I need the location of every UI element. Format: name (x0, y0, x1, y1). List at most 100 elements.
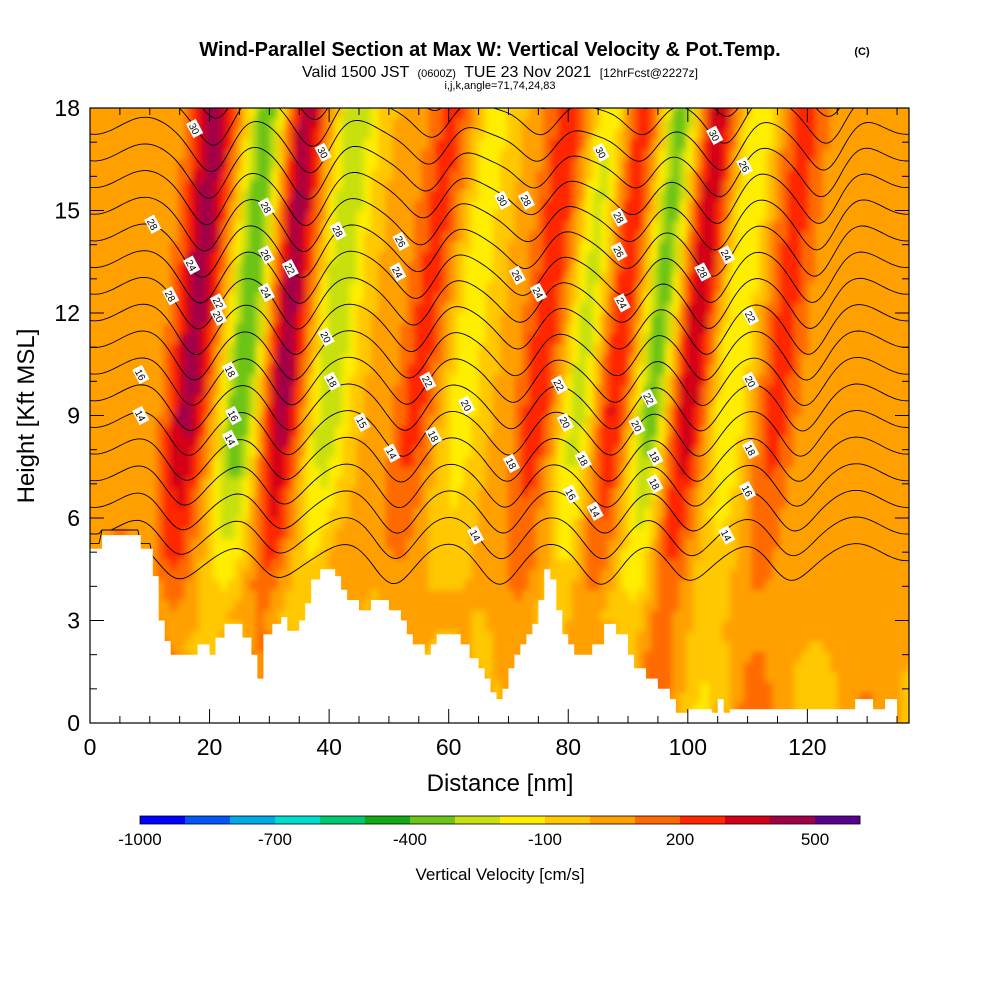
w-field-cell (148, 313, 157, 324)
w-field-cell (148, 518, 157, 529)
w-field-cell (457, 569, 465, 581)
w-field-cell (421, 364, 429, 375)
w-field-cell (492, 641, 501, 652)
w-field-cell (399, 210, 408, 222)
w-field-cell (528, 548, 537, 560)
w-field-cell (428, 405, 437, 417)
w-field-cell (292, 559, 300, 570)
w-field-cell (256, 620, 264, 632)
w-field-cell (614, 436, 623, 447)
w-field-cell (191, 477, 200, 488)
w-field-cell (406, 354, 415, 365)
w-field-cell (349, 108, 358, 119)
w-field-cell (134, 251, 142, 263)
w-field-cell (485, 292, 494, 304)
w-field-cell (586, 302, 594, 314)
w-field-cell (600, 415, 609, 427)
w-field-cell (363, 374, 372, 386)
w-field-cell (356, 395, 365, 406)
w-field-cell (457, 108, 465, 109)
w-field-cell (636, 220, 645, 232)
w-field-cell (177, 343, 186, 355)
w-field-cell (492, 108, 501, 109)
w-field-cell (442, 507, 451, 519)
w-field-cell (155, 108, 164, 119)
w-field-cell (134, 261, 142, 273)
w-field-cell (650, 425, 659, 437)
w-field-cell (363, 323, 372, 335)
w-field-cell (184, 210, 193, 222)
w-field-cell (155, 354, 164, 365)
w-field-cell (543, 241, 551, 252)
w-field-cell (306, 415, 315, 427)
w-field-cell (141, 200, 150, 212)
w-field-cell (514, 292, 523, 304)
w-field-cell (90, 487, 92, 499)
w-field-cell (471, 128, 480, 140)
w-field-cell (335, 251, 343, 263)
w-field-cell (284, 477, 293, 488)
w-field-cell (335, 487, 343, 499)
w-field-cell (256, 507, 264, 519)
w-field-cell (148, 497, 157, 509)
w-field-cell (284, 405, 293, 417)
w-field-cell (213, 323, 221, 335)
w-field-cell (528, 610, 537, 622)
w-field-cell (492, 261, 501, 273)
w-field-cell (657, 405, 666, 417)
w-field-cell (241, 477, 250, 488)
w-field-cell (557, 497, 566, 509)
w-field-cell (299, 292, 307, 304)
w-field-cell (557, 241, 566, 252)
w-field-cell (636, 497, 645, 509)
w-field-cell (399, 169, 408, 181)
w-field-cell (162, 354, 171, 365)
w-field-cell (614, 466, 623, 478)
w-field-cell (629, 272, 637, 283)
w-field-cell (256, 538, 264, 550)
w-field-cell (571, 395, 580, 406)
w-field-cell (148, 251, 157, 263)
w-field-cell (593, 446, 602, 458)
w-field-cell (91, 179, 99, 191)
w-field-cell (550, 118, 559, 129)
w-field-cell (213, 241, 221, 252)
w-field-cell (127, 333, 135, 345)
w-field-cell (371, 507, 379, 519)
w-field-cell (134, 466, 142, 478)
w-field-cell (650, 343, 659, 355)
w-field-cell (256, 231, 264, 242)
w-field-cell (335, 261, 343, 273)
w-field-cell (643, 528, 652, 540)
w-field-cell (155, 364, 164, 375)
w-field-cell (500, 169, 508, 181)
w-field-cell (406, 456, 415, 468)
w-field-cell (112, 138, 121, 150)
w-field-cell (249, 518, 257, 529)
w-field-cell (622, 251, 630, 263)
w-field-cell (457, 108, 465, 119)
w-field-cell (213, 538, 221, 550)
w-field-cell (571, 118, 580, 129)
w-field-cell (478, 179, 487, 191)
w-field-cell (299, 169, 307, 181)
w-field-cell (421, 220, 429, 232)
w-field-cell (284, 333, 293, 345)
w-field-cell (342, 272, 351, 283)
w-field-cell (198, 610, 207, 622)
w-field-cell (177, 159, 186, 170)
w-field-cell (492, 600, 501, 611)
w-field-cell (607, 108, 616, 109)
w-field-cell (428, 118, 437, 129)
w-field-cell (378, 302, 386, 314)
w-field-cell (435, 241, 444, 252)
w-field-cell (428, 210, 437, 222)
w-field-cell (457, 159, 465, 170)
w-field-cell (643, 282, 652, 293)
w-field-cell (614, 354, 623, 365)
w-field-cell (284, 466, 293, 478)
w-field-cell (521, 251, 530, 263)
w-field-cell (414, 241, 422, 252)
w-field-cell (191, 569, 200, 581)
